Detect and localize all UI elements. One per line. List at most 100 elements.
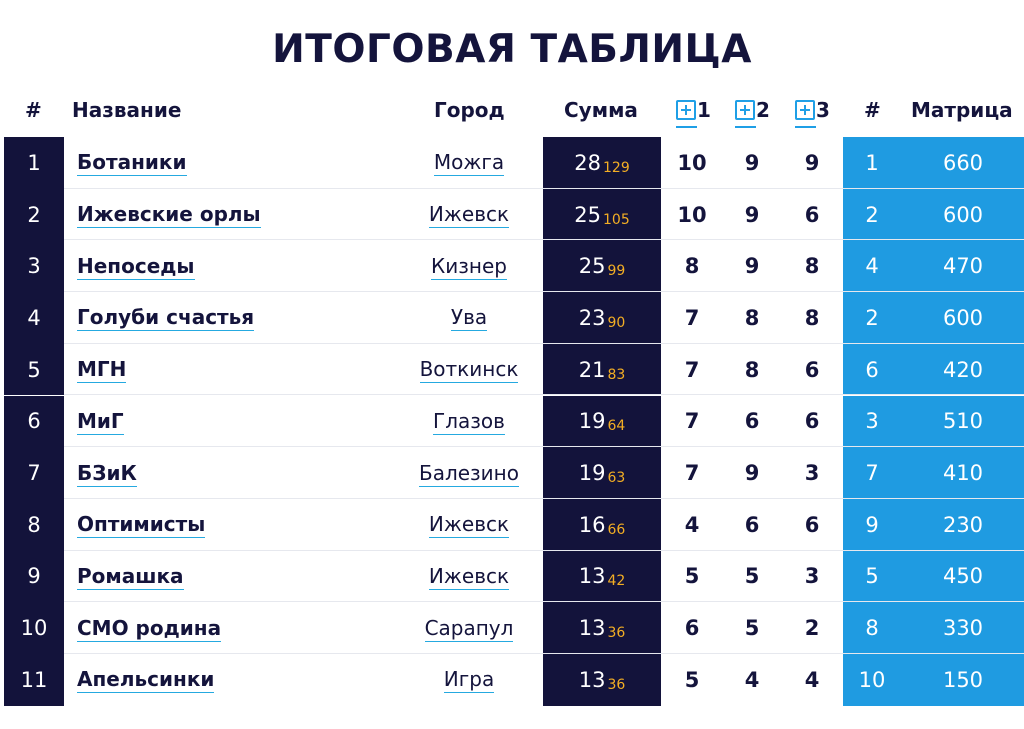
team-name-link[interactable]: МиГ	[77, 408, 124, 435]
matrix-rank-cell: 1	[865, 150, 879, 175]
rank-cell: 10	[4, 602, 64, 654]
city-link[interactable]: Балезино	[418, 460, 519, 487]
city-link[interactable]: Ижевск	[428, 202, 510, 229]
table-row: 5 МГН Воткинск 21 83 7 8 6 6 420	[0, 343, 1024, 396]
header-bonus-3: 3	[795, 94, 830, 134]
sum-sub-value: 63	[607, 470, 626, 487]
header-city: Город	[434, 98, 505, 122]
bonus-2-cell: 9	[744, 461, 760, 486]
matrix-cell: 660	[942, 150, 984, 175]
sum-value: 13	[578, 564, 606, 589]
sum-value: 28	[574, 150, 601, 175]
bonus-2-cell: 8	[744, 305, 760, 330]
matrix-rank-cell: 6	[865, 357, 879, 382]
team-name-link[interactable]: Ижевские орлы	[77, 202, 261, 229]
plus-box-icon	[735, 100, 755, 120]
header-matrix: Матрица	[911, 98, 1013, 122]
table-row: 3 Непоседы Кизнер 25 99 8 9 8 4 470	[0, 240, 1024, 293]
team-name-link[interactable]: БЗиК	[77, 460, 137, 487]
matrix-cell: 230	[942, 512, 984, 537]
matrix-background	[843, 447, 1024, 499]
team-name-cell: Ромашка	[77, 551, 184, 603]
sum-value: 23	[578, 305, 606, 330]
team-name-link[interactable]: Непоседы	[77, 253, 195, 280]
matrix-rank-cell: 8	[865, 616, 879, 641]
bonus-2-cell: 9	[744, 254, 760, 279]
team-name-link[interactable]: Оптимисты	[77, 512, 206, 539]
team-name-cell: Апельсинки	[77, 654, 215, 706]
page-title: ИТОГОВАЯ ТАБЛИЦА	[272, 27, 752, 72]
row-divider	[64, 446, 1024, 448]
team-name-cell: Ботаники	[77, 137, 187, 189]
city-link[interactable]: Глазов	[433, 408, 505, 435]
matrix-rank-cell: 2	[865, 202, 879, 227]
row-divider	[64, 601, 1024, 603]
sum-sub-value: 36	[607, 625, 626, 642]
city-link[interactable]: Воткинск	[419, 357, 519, 384]
sum-value: 13	[578, 667, 606, 692]
team-name-link[interactable]: МГН	[77, 357, 127, 384]
header-matrix-rank: #	[864, 98, 881, 122]
bonus-1-cell: 5	[684, 667, 700, 692]
sum-value: 25	[574, 202, 601, 227]
city-link[interactable]: Ижевск	[428, 563, 510, 590]
city-link[interactable]: Игра	[443, 667, 495, 694]
matrix-rank-cell: 3	[865, 409, 879, 434]
bonus-3-cell: 4	[804, 667, 820, 692]
matrix-cell: 420	[942, 357, 984, 382]
team-name-cell: Ижевские орлы	[77, 189, 261, 241]
team-name-cell: Непоседы	[77, 240, 195, 292]
team-name-cell: МиГ	[77, 396, 124, 448]
row-divider	[64, 342, 1024, 344]
city-cell: Глазов	[400, 396, 538, 448]
row-divider	[64, 187, 1024, 189]
matrix-background	[843, 550, 1024, 603]
plus-box-icon	[795, 100, 815, 120]
sum-sub-value: 64	[607, 418, 626, 435]
team-name-link[interactable]: Голуби счастья	[77, 305, 255, 332]
team-name-link[interactable]: Ботаники	[77, 150, 187, 177]
table-row: 8 Оптимисты Ижевск 16 66 4 6 6 9 230	[0, 498, 1024, 551]
bonus-1-cell: 7	[684, 461, 700, 486]
city-cell: Ижевск	[400, 499, 538, 551]
bonus-2-cell: 6	[744, 512, 760, 537]
matrix-rank-cell: 7	[865, 461, 879, 486]
bonus-3-cell: 8	[804, 254, 820, 279]
matrix-rank-cell: 2	[865, 305, 879, 330]
rank-cell: 8	[4, 498, 64, 551]
city-link[interactable]: Сарапул	[424, 615, 514, 642]
rank-cell: 1	[4, 137, 64, 189]
bonus-2-cell: 6	[744, 409, 760, 434]
city-link[interactable]: Ижевск	[428, 512, 510, 539]
city-link[interactable]: Ува	[450, 305, 488, 332]
bonus-1-cell: 8	[684, 254, 700, 279]
sum-value: 21	[578, 357, 606, 382]
team-name-link[interactable]: Ромашка	[77, 563, 184, 590]
bonus-3-cell: 3	[804, 461, 820, 486]
header-bonus-2-label: 2	[756, 98, 770, 122]
matrix-background	[843, 602, 1024, 654]
city-cell: Кизнер	[400, 240, 538, 292]
header-name: Название	[72, 98, 182, 122]
table-row: 11 Апельсинки Игра 13 36 5 4 4 10 150	[0, 654, 1024, 706]
team-name-cell: МГН	[77, 344, 127, 396]
bonus-2-cell: 9	[744, 150, 760, 175]
header-rank: #	[25, 98, 42, 122]
team-name-link[interactable]: Апельсинки	[77, 667, 215, 694]
matrix-background	[843, 654, 1024, 706]
bonus-3-cell: 6	[804, 202, 820, 227]
team-name-link[interactable]: СМО родина	[77, 615, 222, 642]
city-link[interactable]: Кизнер	[431, 253, 507, 280]
table-row: 7 БЗиК Балезино 19 63 7 9 3 7 410	[0, 447, 1024, 499]
bonus-2-cell: 5	[744, 616, 760, 641]
bonus-3-cell: 6	[804, 512, 820, 537]
matrix-background	[843, 498, 1024, 551]
table-row: 1 Ботаники Можга 28 129 10 9 9 1 660	[0, 137, 1024, 189]
matrix-cell: 450	[942, 564, 984, 589]
matrix-cell: 600	[942, 202, 984, 227]
matrix-cell: 510	[942, 409, 984, 434]
table-row: 2 Ижевские орлы Ижевск 25 105 10 9 6 2 600	[0, 188, 1024, 241]
rank-cell: 4	[4, 292, 64, 344]
header-bonus-3-label: 3	[816, 98, 830, 122]
city-link[interactable]: Можга	[433, 150, 505, 177]
